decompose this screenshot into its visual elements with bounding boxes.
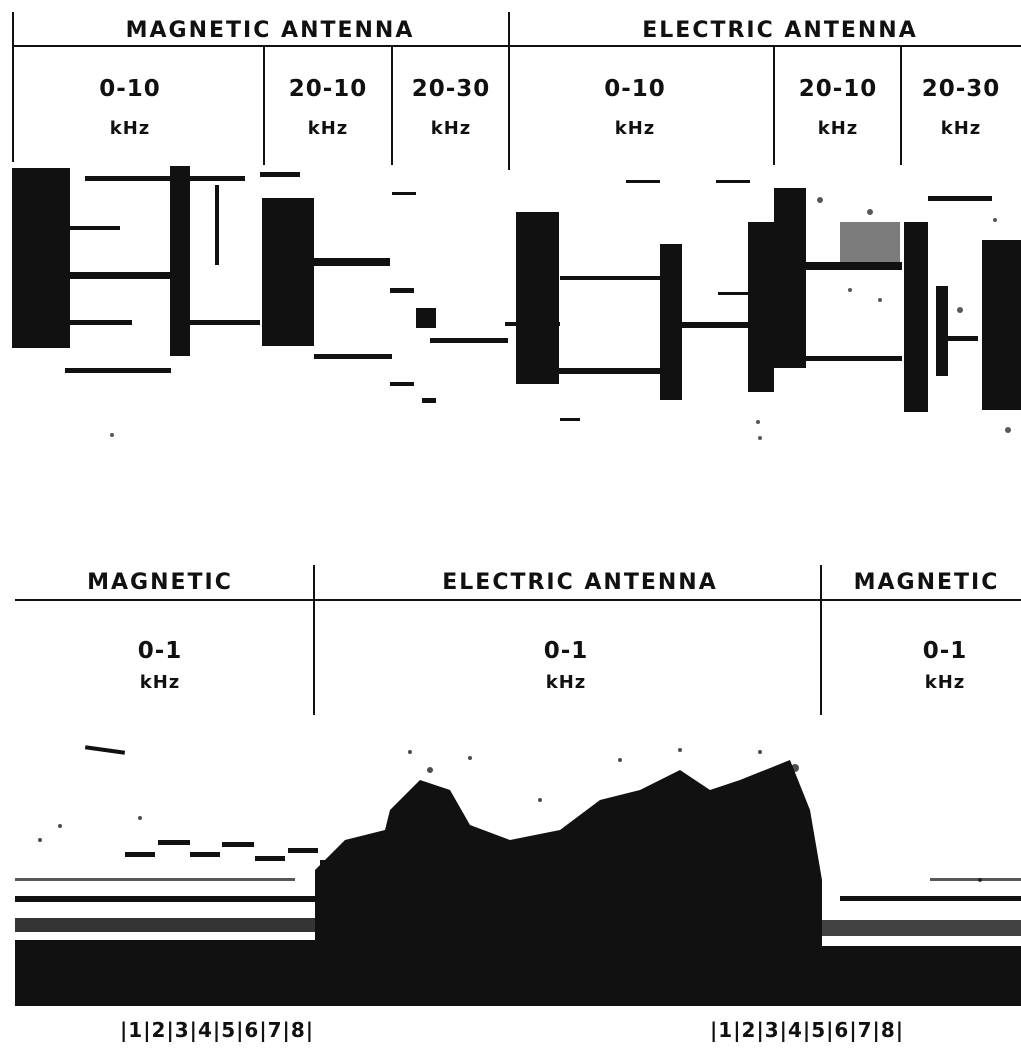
tone-line	[392, 192, 416, 195]
noise-burst	[982, 240, 1021, 410]
section-header-rule	[15, 599, 1021, 601]
group-label-magnetic-antenna: MAGNETIC ANTENNA	[125, 18, 415, 43]
tone-line	[716, 180, 750, 183]
band-divider	[263, 47, 265, 165]
noise-burst	[904, 222, 928, 412]
section-unit: kHz	[139, 672, 181, 693]
tone-line	[84, 745, 126, 755]
tone-line	[626, 180, 660, 183]
tone-line	[560, 276, 660, 280]
tone-line	[930, 878, 1021, 881]
bottom-spectrogram	[15, 745, 1021, 1006]
tone-line	[255, 856, 285, 861]
time-markers-left: |1|2|3|4|5|6|7|8|	[120, 1018, 315, 1042]
noise-band	[822, 946, 1021, 1006]
tone-line	[560, 418, 580, 421]
noise-burst	[170, 166, 190, 356]
band-range: 20-30	[921, 76, 1001, 102]
tone-line	[422, 398, 436, 403]
tone-line	[806, 262, 902, 270]
time-markers-right: |1|2|3|4|5|6|7|8|	[710, 1018, 905, 1042]
section-unit: kHz	[924, 672, 966, 693]
noise-burst	[416, 308, 436, 328]
band-divider	[900, 47, 902, 165]
noise-burst	[774, 188, 806, 368]
band-range: 0-10	[604, 76, 666, 102]
section-divider	[313, 565, 315, 715]
tone-line	[85, 176, 170, 181]
tone-line	[430, 338, 508, 343]
section-label-magnetic-right: MAGNETIC	[853, 570, 1000, 595]
tone-line	[15, 878, 295, 881]
noise-burst	[516, 212, 559, 384]
tone-line	[260, 172, 300, 177]
section-range: 0-1	[137, 638, 183, 664]
tone-line	[70, 320, 132, 325]
tone-line	[190, 176, 245, 181]
tone-line	[190, 320, 260, 325]
tone-line	[158, 840, 190, 845]
tone-line	[70, 272, 170, 279]
tone-line	[802, 356, 902, 361]
noise-burst	[262, 198, 314, 346]
section-divider	[820, 565, 822, 715]
section-unit: kHz	[545, 672, 587, 693]
noise-burst	[936, 286, 948, 376]
tone-line	[314, 354, 392, 359]
noise-band	[15, 918, 320, 932]
tone-line	[222, 842, 254, 847]
section-range: 0-1	[922, 638, 968, 664]
band-unit: kHz	[940, 118, 982, 139]
tone-line	[190, 852, 220, 857]
noise-burst	[660, 244, 682, 400]
band-unit: kHz	[109, 118, 151, 139]
group-header-rule	[12, 45, 1021, 47]
tone-line	[15, 896, 320, 902]
tone-line	[390, 382, 414, 386]
frame-left-edge	[12, 12, 14, 162]
top-spectrogram	[12, 166, 1021, 440]
tone-line	[125, 852, 155, 857]
band-range: 20-10	[798, 76, 878, 102]
section-label-electric-antenna: ELECTRIC ANTENNA	[442, 570, 718, 595]
tone-line	[314, 258, 390, 266]
tone-line	[948, 336, 978, 341]
noise-mass	[315, 760, 822, 1006]
noise-burst	[12, 168, 70, 348]
noise-burst	[840, 222, 900, 262]
tone-line	[215, 185, 219, 265]
band-unit: kHz	[614, 118, 656, 139]
band-range: 20-10	[288, 76, 368, 102]
band-range: 0-10	[99, 76, 161, 102]
tone-line	[928, 196, 992, 201]
band-unit: kHz	[817, 118, 859, 139]
section-label-magnetic-left: MAGNETIC	[87, 570, 233, 595]
band-unit: kHz	[430, 118, 472, 139]
tone-line	[840, 896, 1021, 901]
noise-burst	[748, 222, 774, 392]
tone-line	[557, 368, 660, 374]
group-divider	[508, 12, 510, 170]
group-label-electric-antenna: ELECTRIC ANTENNA	[642, 18, 918, 43]
band-divider	[391, 47, 393, 165]
tone-line	[65, 368, 171, 373]
band-range: 20-30	[411, 76, 491, 102]
tone-line	[505, 322, 560, 326]
tone-line	[718, 292, 750, 295]
tone-line	[288, 848, 318, 853]
noise-band	[15, 940, 320, 1006]
noise-band	[822, 920, 1021, 936]
tone-line	[390, 288, 414, 293]
band-unit: kHz	[307, 118, 349, 139]
tone-line	[682, 322, 752, 328]
tone-line	[70, 226, 120, 230]
band-divider	[773, 47, 775, 165]
section-range: 0-1	[543, 638, 589, 664]
